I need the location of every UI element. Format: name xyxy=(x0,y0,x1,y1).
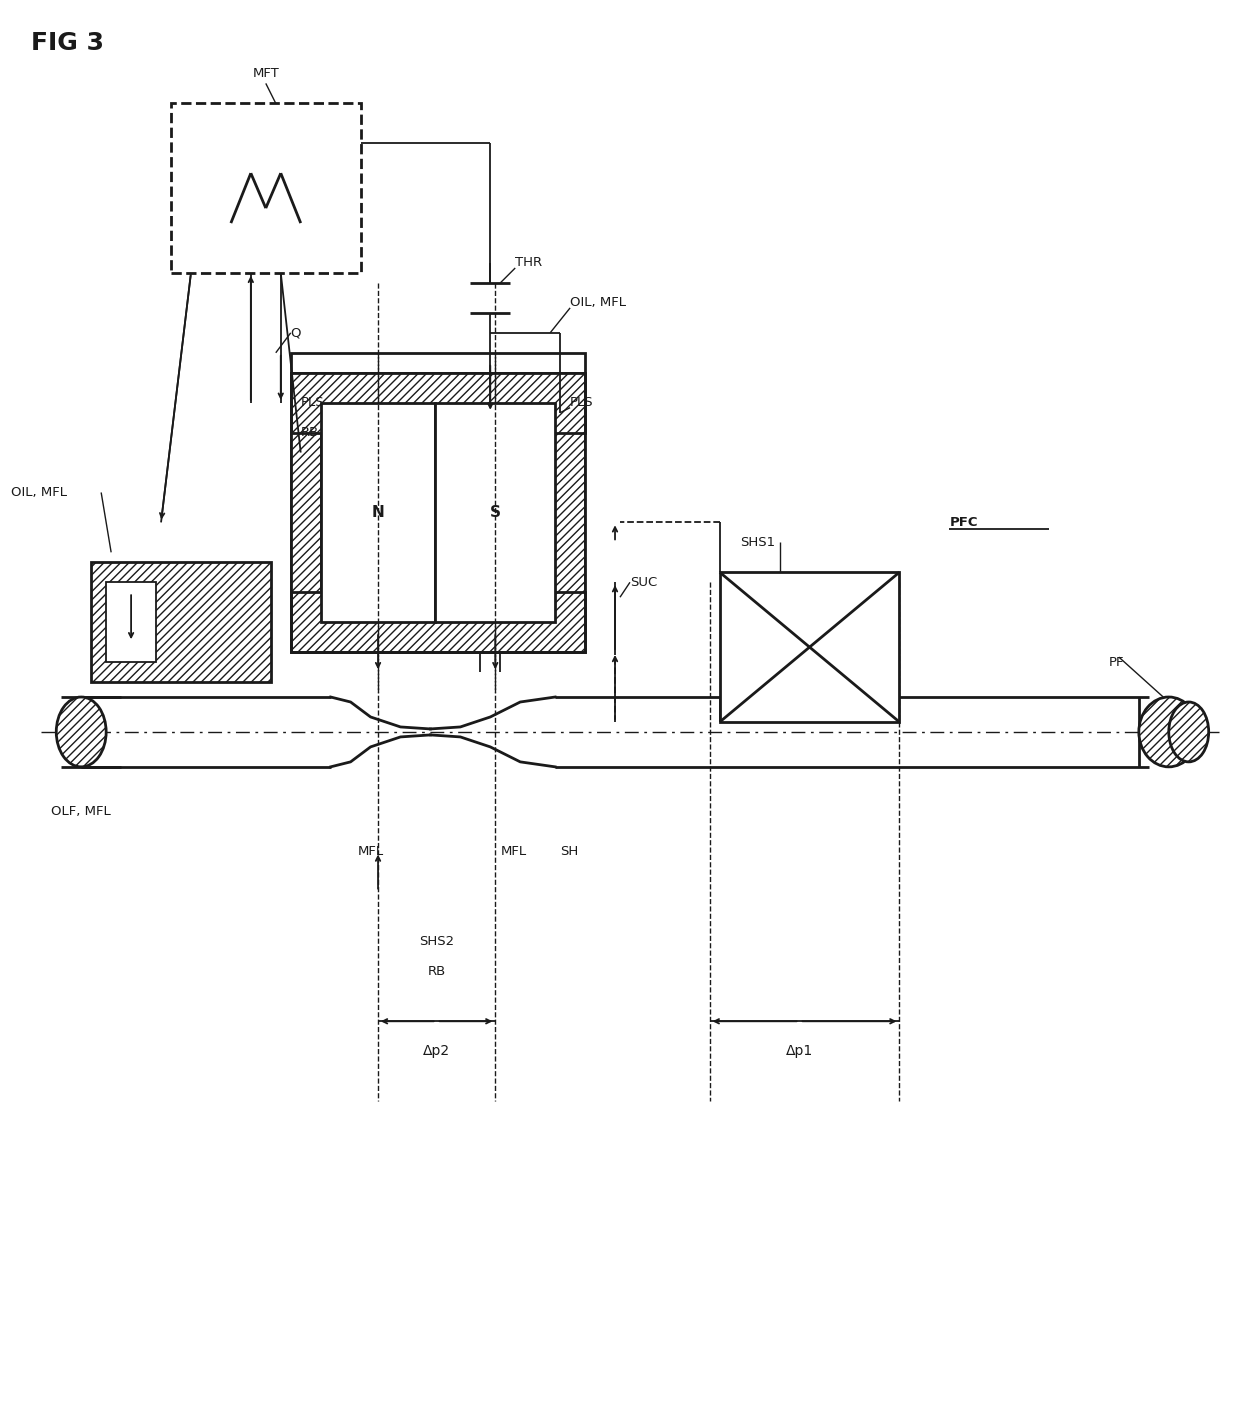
Text: N: N xyxy=(372,505,384,519)
Text: Δp1: Δp1 xyxy=(786,1045,813,1059)
Text: PF: PF xyxy=(1109,656,1125,668)
Ellipse shape xyxy=(1169,702,1209,762)
Text: PFC: PFC xyxy=(950,515,978,529)
Bar xyxy=(290,592,585,651)
Bar xyxy=(556,413,585,642)
Bar xyxy=(122,696,1148,767)
Text: SUC: SUC xyxy=(630,576,657,588)
Text: SHS2: SHS2 xyxy=(419,935,454,948)
Text: S: S xyxy=(490,505,501,519)
Text: SH: SH xyxy=(560,845,578,858)
Bar xyxy=(290,372,585,432)
Bar xyxy=(290,372,585,432)
Bar xyxy=(290,352,585,651)
Bar xyxy=(435,403,556,622)
Text: PLS: PLS xyxy=(570,396,594,409)
Text: PLS: PLS xyxy=(301,396,325,409)
Bar xyxy=(290,592,585,651)
Ellipse shape xyxy=(56,696,107,767)
Ellipse shape xyxy=(1138,696,1199,767)
Text: MFL: MFL xyxy=(500,845,527,858)
Bar xyxy=(321,403,435,622)
Bar xyxy=(107,583,156,663)
Text: OIL, MFL: OIL, MFL xyxy=(570,296,626,309)
Bar xyxy=(290,413,321,642)
Text: SHS1: SHS1 xyxy=(740,536,775,549)
Text: RB: RB xyxy=(428,965,446,979)
Text: RB: RB xyxy=(301,425,319,439)
Text: FIG 3: FIG 3 xyxy=(31,31,104,56)
Bar xyxy=(719,573,899,722)
Text: Δp2: Δp2 xyxy=(423,1045,450,1059)
Text: OLF, MFL: OLF, MFL xyxy=(51,806,112,819)
Text: THR: THR xyxy=(516,257,542,270)
Text: Q: Q xyxy=(290,326,301,340)
Text: OIL, MFL: OIL, MFL xyxy=(11,486,67,498)
Text: MFL: MFL xyxy=(358,845,384,858)
Bar xyxy=(171,104,361,272)
Bar xyxy=(92,563,270,682)
Text: MFT: MFT xyxy=(253,67,279,80)
